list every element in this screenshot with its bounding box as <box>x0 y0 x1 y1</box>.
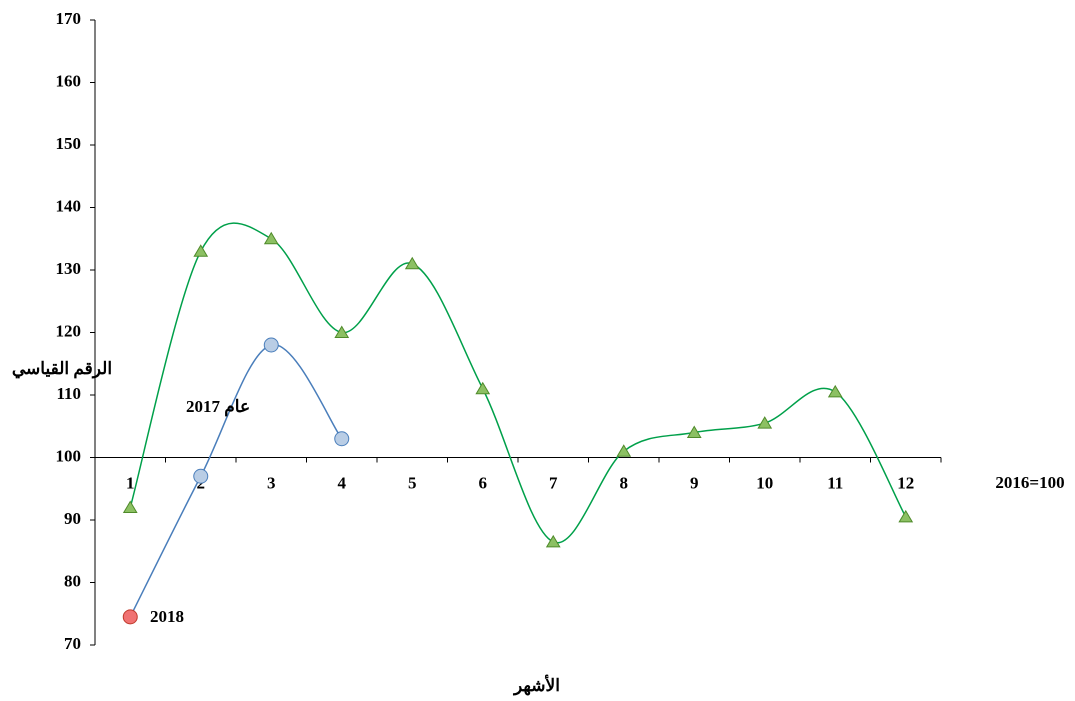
x-axis-title: الأشهر <box>512 674 560 696</box>
y-tick-label: 140 <box>56 196 82 215</box>
x-tick-label: 10 <box>756 473 773 492</box>
y-tick-label: 100 <box>56 446 82 465</box>
marker <box>193 244 209 257</box>
base-note: 2016=100 <box>995 473 1064 492</box>
series-label: 2018 <box>150 607 184 626</box>
x-tick-label: 3 <box>267 473 276 492</box>
y-axis-title: الرقم القياسي <box>12 359 112 379</box>
marker <box>122 609 138 625</box>
marker <box>263 337 279 353</box>
marker <box>122 500 138 513</box>
marker <box>757 416 773 429</box>
y-tick-label: 90 <box>64 509 81 528</box>
x-tick-label: 7 <box>549 473 558 492</box>
y-tick-label: 110 <box>56 384 81 403</box>
marker <box>545 534 561 548</box>
y-tick-label: 120 <box>56 321 82 340</box>
marker <box>898 509 914 523</box>
x-tick-label: 4 <box>338 473 347 492</box>
x-tick-label: 8 <box>620 473 629 492</box>
marker <box>827 384 843 398</box>
y-tick-label: 150 <box>56 134 82 153</box>
x-tick-label: 11 <box>827 473 843 492</box>
x-tick-label: 12 <box>897 473 914 492</box>
marker <box>334 431 350 447</box>
x-tick-label: 5 <box>408 473 417 492</box>
y-tick-label: 80 <box>64 571 81 590</box>
y-tick-label: 70 <box>64 634 81 653</box>
marker <box>475 381 491 395</box>
marker <box>263 231 279 245</box>
y-tick-label: 130 <box>56 259 82 278</box>
marker <box>334 325 350 338</box>
y-tick-label: 160 <box>56 71 82 90</box>
x-tick-label: 6 <box>479 473 488 492</box>
series-line <box>129 344 343 618</box>
y-tick-label: 170 <box>56 9 82 28</box>
marker <box>404 256 420 270</box>
series-label: عام 2017 <box>186 397 250 417</box>
x-tick-label: 1 <box>126 473 135 492</box>
marker <box>686 425 702 438</box>
marker <box>193 468 209 484</box>
series-line <box>129 222 907 544</box>
x-tick-label: 9 <box>690 473 699 492</box>
marker <box>616 444 632 457</box>
